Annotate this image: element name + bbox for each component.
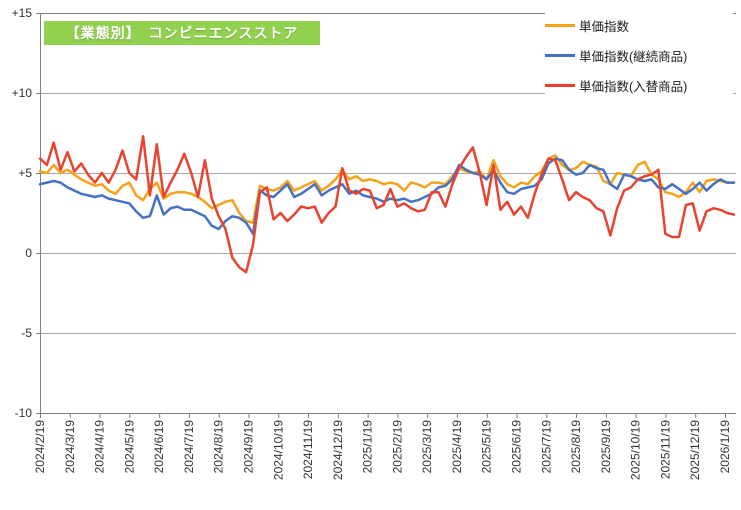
legend-entry: 単価指数(入替商品)	[545, 76, 733, 94]
y-axis-label: 0	[25, 246, 32, 260]
chart-title: 【業態別】 コンビニエンスストア	[44, 21, 320, 45]
x-axis-label: 2025/9/19	[599, 420, 613, 474]
x-axis-label: 2025/4/19	[450, 420, 464, 474]
legend-label: 単価指数(継続商品)	[579, 49, 688, 64]
legend-entry: 単価指数(継続商品)	[545, 46, 733, 64]
x-axis-label: 2025/12/19	[688, 420, 702, 480]
x-axis-label: 2024/8/19	[212, 420, 226, 474]
x-axis-label: 2024/12/19	[331, 420, 345, 480]
x-axis-label: 2024/7/19	[182, 420, 196, 474]
y-axis-label: +15	[12, 6, 33, 20]
x-axis-label: 2024/11/19	[301, 420, 315, 479]
legend-entry: 単価指数	[545, 16, 733, 34]
x-axis-label: 2026/1/19	[718, 420, 732, 474]
y-axis-label: +5	[18, 166, 32, 180]
legend-label: 単価指数	[579, 19, 630, 34]
x-axis-label: 2024/2/19	[33, 420, 47, 474]
x-axis-label: 2025/10/19	[629, 420, 643, 480]
x-axis-label: 2024/4/19	[93, 420, 107, 474]
y-axis-label: -10	[15, 406, 33, 420]
x-axis-label: 2024/5/19	[122, 420, 136, 474]
x-axis-label: 2024/10/19	[271, 420, 285, 480]
x-axis-label: 2025/11/19	[658, 420, 672, 479]
x-axis-label: 2025/8/19	[569, 420, 583, 474]
series-line-1	[38, 157, 736, 236]
legend-line-icon	[545, 23, 575, 27]
x-axis-label: 2025/5/19	[480, 420, 494, 474]
series-line-0	[38, 154, 736, 224]
y-axis-label: +10	[12, 86, 33, 100]
series-line-2	[38, 134, 736, 274]
x-axis-label: 2025/1/19	[361, 420, 375, 474]
x-axis-label: 2025/3/19	[420, 420, 434, 474]
x-axis-label: 2025/2/19	[390, 420, 404, 474]
legend-line-icon	[545, 53, 575, 57]
x-axis-label: 2025/6/19	[510, 420, 524, 474]
y-axis-label: -5	[21, 326, 32, 340]
x-axis-label: 2024/9/19	[241, 420, 255, 474]
x-axis-label: 2024/6/19	[152, 420, 166, 474]
legend-line-icon	[545, 83, 575, 87]
x-axis-label: 2024/3/19	[63, 420, 77, 474]
x-axis-label: 2025/7/19	[539, 420, 553, 474]
legend-label: 単価指数(入替商品)	[579, 79, 688, 94]
legend: 単価指数 単価指数(継続商品) 単価指数(入替商品)	[545, 12, 733, 98]
